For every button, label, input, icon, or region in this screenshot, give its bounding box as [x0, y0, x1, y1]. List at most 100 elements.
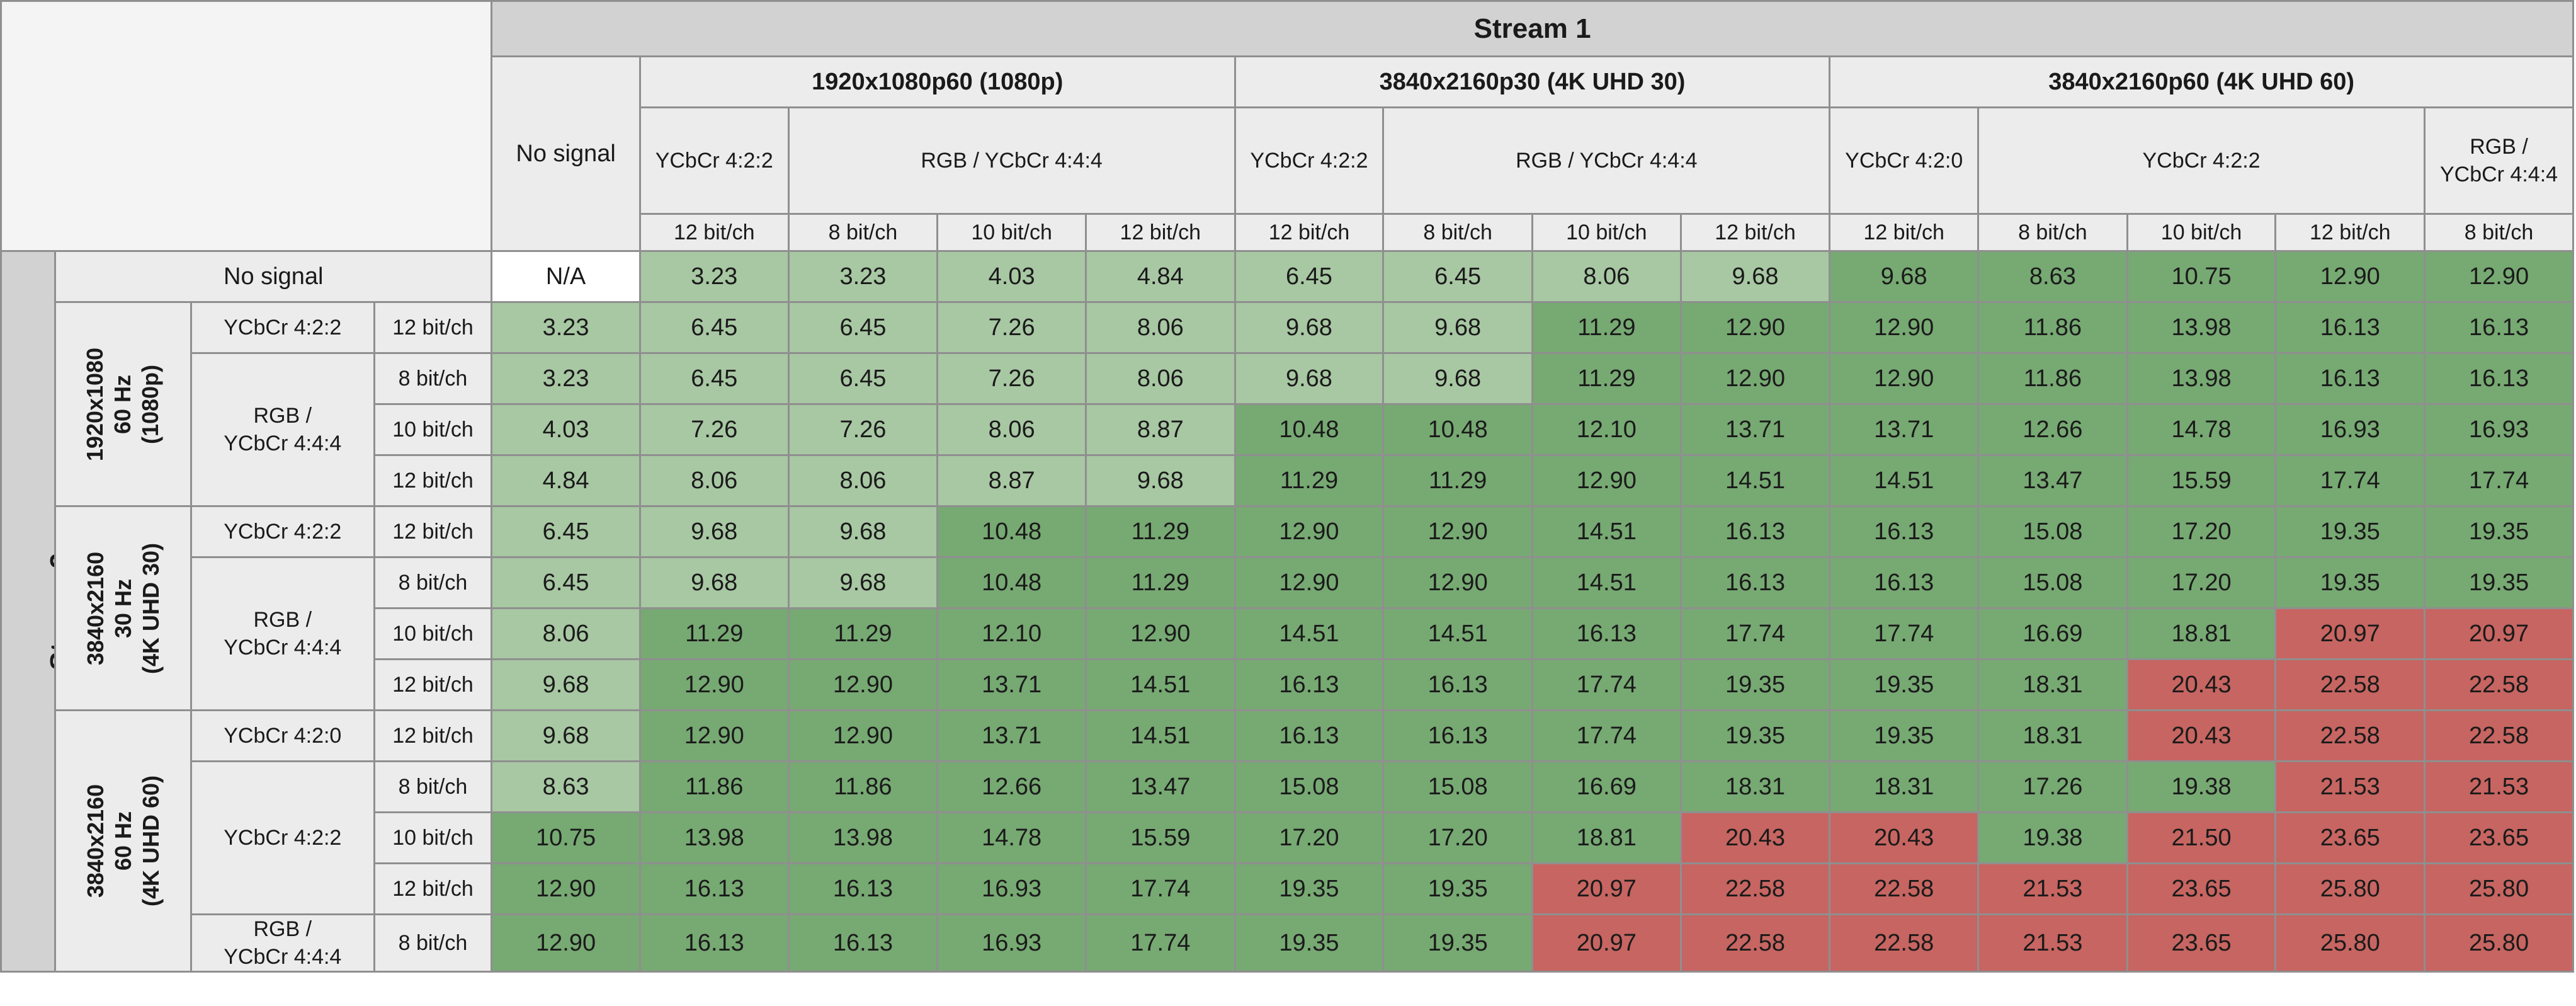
table-cell: 23.65: [2274, 811, 2426, 864]
table-cell: 22.58: [2274, 658, 2426, 711]
sampling-header: YCbCr 4:2:0: [1829, 106, 1980, 215]
table-cell: 22.58: [2424, 658, 2574, 711]
table-cell: 20.97: [2274, 607, 2426, 660]
table-cell: 4.03: [936, 250, 1087, 303]
table-cell: 9.68: [1829, 250, 1980, 303]
table-cell: 8.87: [936, 454, 1087, 507]
table-cell: 17.74: [2274, 454, 2426, 507]
table-cell: 12.90: [1234, 505, 1385, 558]
table-cell: 17.20: [2126, 505, 2277, 558]
table-cell: 9.68: [1234, 301, 1385, 354]
depth-header: 8 bit/ch: [2424, 213, 2574, 252]
table-cell: 16.13: [2424, 301, 2574, 354]
row-depth-label: 8 bit/ch: [373, 760, 493, 813]
table-cell: 19.35: [2274, 556, 2426, 609]
row-depth-label: 12 bit/ch: [373, 709, 493, 762]
table-cell: 16.93: [2274, 403, 2426, 456]
table-cell: 9.68: [787, 556, 939, 609]
table-cell: 19.35: [1829, 658, 1980, 711]
table-cell: 12.90: [787, 658, 939, 711]
table-cell: 18.81: [2126, 607, 2277, 660]
table-cell: 14.51: [1084, 709, 1236, 762]
depth-header: 12 bit/ch: [1084, 213, 1236, 252]
table-cell: 20.43: [1829, 811, 1980, 864]
table-cell: 6.45: [491, 556, 641, 609]
table-cell: 3.23: [491, 301, 641, 354]
table-cell: 12.90: [1531, 454, 1682, 507]
table-cell: 19.35: [1679, 658, 1831, 711]
table-cell: 11.29: [1084, 556, 1236, 609]
table-cell: 23.65: [2424, 811, 2574, 864]
table-cell: 20.43: [2126, 709, 2277, 762]
row-sampling-label: YCbCr 4:2:2: [190, 505, 375, 558]
table-cell: 13.98: [2126, 301, 2277, 354]
table-row: RGB / YCbCr 4:4:4 8 bit/ch 6.45 9.68 9.68 1…: [1, 556, 2574, 711]
sampling-header: RGB / YCbCr 4:4:4: [2424, 106, 2574, 215]
table-cell: 12.90: [1382, 505, 1533, 558]
table-cell: 17.74: [1829, 607, 1980, 660]
table-cell: 7.26: [936, 352, 1087, 405]
table-cell: 6.45: [638, 352, 790, 405]
row-depth-label: 10 bit/ch: [373, 403, 493, 456]
table-row: RGB / YCbCr 4:4:4 8 bit/ch 12.90 16.13 16.…: [1, 913, 2574, 973]
table-cell: 15.08: [1977, 556, 2128, 609]
table-row: 12 bit/ch 12.90 16.13 16.13 16.93 17.74 19.35…: [1, 862, 2574, 915]
table-cell: 15.59: [1084, 811, 1236, 864]
table-cell: 16.93: [936, 913, 1087, 973]
table-cell: 12.90: [1829, 352, 1980, 405]
table-cell: 18.31: [1829, 760, 1980, 813]
table-cell: 19.38: [2126, 760, 2277, 813]
table-cell: 12.66: [936, 760, 1087, 813]
table-row: 3840x2160 30 Hz (4K UHD 30) YCbCr 4:2:2 …: [1, 505, 2574, 711]
table-cell: 16.13: [2274, 301, 2426, 354]
table-row: 12 bit/ch 4.84 8.06 8.06 8.87 9.68 11.29 11.29…: [1, 454, 2574, 507]
table-row: 10 bit/ch 8.06 11.29 11.29 12.10 12.90 14.51 1…: [1, 607, 2574, 660]
depth-header: 10 bit/ch: [2126, 213, 2277, 252]
row-depth-label: 8 bit/ch: [373, 352, 493, 405]
table-cell: 14.78: [936, 811, 1087, 864]
table-cell: 3.23: [787, 250, 939, 303]
table-cell: 6.45: [1234, 250, 1385, 303]
table-cell: 14.51: [1531, 505, 1682, 558]
table-cell: 12.90: [491, 862, 641, 915]
table-cell: 8.06: [491, 607, 641, 660]
table-cell: 19.35: [2424, 556, 2574, 609]
table-cell: 21.53: [1977, 913, 2128, 973]
table-cell: 10.48: [1382, 403, 1533, 456]
table-cell: 12.10: [936, 607, 1087, 660]
table-cell: 11.29: [1234, 454, 1385, 507]
table-cell: 16.13: [1531, 607, 1682, 660]
sampling-header: YCbCr 4:2:2: [1977, 106, 2426, 215]
table-cell: 9.68: [1382, 301, 1533, 354]
table-cell: 17.20: [1234, 811, 1385, 864]
row-depth-label: 8 bit/ch: [373, 556, 493, 609]
table-cell: 19.35: [2424, 505, 2574, 558]
format-header-1080p: 1920x1080p60 (1080p): [638, 55, 1236, 108]
table-cell: 17.20: [2126, 556, 2277, 609]
table-cell: 12.90: [1084, 607, 1236, 660]
table-cell: 13.71: [936, 709, 1087, 762]
table-cell: 8.63: [1977, 250, 2128, 303]
table-cell: 12.90: [2274, 250, 2426, 303]
table-row: RGB / YCbCr 4:4:4 8 bit/ch 3.23 6.45 6.45 7…: [1, 352, 2574, 507]
table-cell: 8.87: [1084, 403, 1236, 456]
depth-header: 12 bit/ch: [638, 213, 790, 252]
table-cell: 11.29: [787, 607, 939, 660]
sampling-header: YCbCr 4:2:2: [1234, 106, 1385, 215]
row-sampling-label: RGB / YCbCr 4:4:4: [190, 913, 375, 973]
depth-header: 10 bit/ch: [936, 213, 1087, 252]
table-cell: 6.45: [491, 505, 641, 558]
stream1-header: Stream 1: [491, 0, 2574, 57]
table-cell: 25.80: [2274, 913, 2426, 973]
row-group-1080p: 1920x1080 60 Hz (1080p): [54, 301, 192, 507]
table-cell: 7.26: [638, 403, 790, 456]
table-cell: 17.74: [1084, 913, 1236, 973]
table-cell: 18.31: [1977, 709, 2128, 762]
table-cell: 15.08: [1234, 760, 1385, 813]
table-cell: 25.80: [2424, 862, 2574, 915]
table-cell: 12.10: [1531, 403, 1682, 456]
table-cell: 12.90: [1679, 301, 1831, 354]
table-cell: 17.20: [1382, 811, 1533, 864]
stream2-header: Stream 2: [0, 250, 57, 973]
table-cell: 10.75: [491, 811, 641, 864]
